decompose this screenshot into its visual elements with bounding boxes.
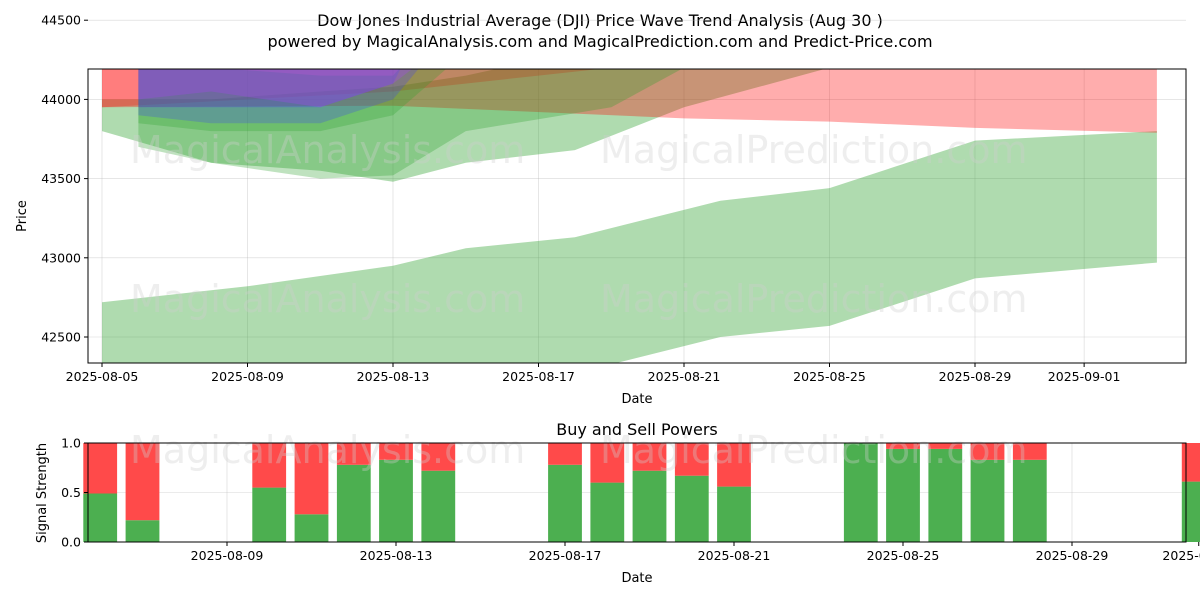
sell-bar-5 — [379, 443, 413, 460]
price-x-tick-label-5: 2025-08-25 — [793, 369, 866, 384]
buy-bar-12 — [843, 443, 878, 542]
powers-x-tick-label-0: 2025-08-09 — [191, 548, 264, 563]
powers-x-tick-label-6: 2025-09-01 — [1162, 548, 1200, 563]
price-y-tick-label-1: 43000 — [41, 250, 81, 265]
sell-bar-16 — [1012, 443, 1047, 460]
price-x-tick-label-3: 2025-08-17 — [502, 369, 575, 384]
price-x-tick-label-2: 2025-08-13 — [357, 369, 430, 384]
price-x-tick-label-4: 2025-08-21 — [648, 369, 721, 384]
price-x-label: Date — [621, 392, 652, 407]
price-x-tick-label-6: 2025-08-29 — [939, 369, 1012, 384]
buy-bar-1 — [125, 520, 160, 542]
sell-bar-0 — [83, 443, 118, 494]
powers-y-tick-label-1: 0.5 — [61, 485, 81, 500]
powers-y-tick-label-0: 0.0 — [61, 535, 81, 550]
buy-bar-16 — [1012, 459, 1047, 542]
powers-y-tick-label-2: 1.0 — [61, 436, 81, 451]
price-band-green-1 — [102, 69, 825, 182]
buy-bar-10 — [674, 475, 709, 542]
buy-bar-2 — [252, 487, 287, 542]
price-y-label: Price — [15, 200, 30, 232]
buy-bar-6 — [421, 470, 456, 542]
powers-x-tick-label-3: 2025-08-21 — [698, 548, 771, 563]
powers-x-tick-label-2: 2025-08-17 — [529, 548, 602, 563]
powers-y-label: Signal Strength — [35, 443, 50, 543]
buy-bar-4 — [336, 464, 371, 542]
watermark-bottom-right: MagicalPrediction.com — [600, 428, 1028, 472]
price-band-red-3 — [102, 69, 600, 108]
buy-bar-9 — [632, 470, 667, 542]
price-y-tick-label-2: 43500 — [41, 171, 81, 186]
buy-bar-17 — [1181, 481, 1200, 542]
sell-bar-7 — [548, 443, 582, 465]
price-band-blue-6 — [138, 69, 401, 108]
sell-bar-13 — [886, 443, 920, 449]
price-y-ticks: 42500430004350044000445004500045500 — [41, 13, 88, 345]
buy-bar-0 — [83, 493, 118, 542]
sell-bar-3 — [294, 443, 329, 515]
chart-title-line2: powered by MagicalAnalysis.com and Magic… — [267, 32, 932, 51]
price-x-tick-label-1: 2025-08-09 — [211, 369, 284, 384]
price-grid — [88, 19, 1186, 363]
buy-bar-14 — [928, 448, 963, 542]
price-plot: MagicalAnalysis.com MagicalPrediction.co… — [15, 13, 1187, 407]
price-x-tick-label-7: 2025-09-01 — [1048, 369, 1121, 384]
watermark-top-right-1: MagicalPrediction.com — [600, 128, 1028, 172]
watermark-bottom-left: MagicalAnalysis.com — [130, 428, 525, 472]
sell-bar-14 — [928, 443, 963, 449]
sell-bar-17 — [1181, 443, 1200, 482]
price-band-blue-7 — [138, 69, 419, 124]
buy-bar-8 — [590, 482, 625, 542]
sell-bar-11 — [717, 443, 751, 487]
powers-y-ticks: 0.0 0.5 1.0 — [61, 436, 88, 550]
price-y-tick-label-3: 44000 — [41, 92, 81, 107]
price-bands — [102, 69, 1157, 363]
price-band-red-2 — [102, 69, 1157, 133]
sell-bar-10 — [674, 443, 709, 476]
powers-x-tick-label-4: 2025-08-25 — [867, 548, 940, 563]
sell-bar-15 — [970, 443, 1005, 460]
powers-x-ticks: 2025-08-09 2025-08-13 2025-08-17 2025-08-21… — [191, 542, 1200, 563]
price-band-magenta-8 — [138, 69, 413, 108]
powers-plot: MagicalAnalysis.com MagicalPrediction.co… — [35, 420, 1200, 586]
sell-bar-4 — [336, 443, 371, 465]
powers-x-tick-label-1: 2025-08-13 — [360, 548, 433, 563]
powers-x-label: Date — [621, 571, 652, 586]
buy-bar-3 — [294, 514, 329, 542]
price-x-ticks: 2025-08-05 2025-08-09 2025-08-13 2025-08-17… — [66, 363, 1121, 384]
buy-bar-7 — [548, 464, 582, 542]
buy-bar-13 — [886, 448, 920, 542]
sell-bar-8 — [590, 443, 625, 483]
price-y-tick-label-0: 42500 — [41, 330, 81, 345]
powers-x-tick-label-5: 2025-08-29 — [1036, 548, 1109, 563]
sell-bar-1 — [125, 443, 160, 521]
buy-bar-15 — [970, 459, 1005, 542]
sell-bar-9 — [632, 443, 667, 471]
watermark-top-left-2: MagicalAnalysis.com — [130, 277, 525, 321]
powers-title: Buy and Sell Powers — [556, 420, 718, 439]
price-band-green-5 — [138, 69, 447, 132]
price-x-tick-label-0: 2025-08-05 — [66, 369, 139, 384]
price-band-green-0 — [102, 131, 1157, 363]
watermark-top-right-2: MagicalPrediction.com — [600, 277, 1028, 321]
price-y-tick-label-4: 44500 — [41, 13, 81, 28]
buy-bar-5 — [379, 459, 413, 542]
buy-bar-11 — [717, 486, 751, 542]
powers-bars — [83, 443, 1200, 542]
watermark-top-left-1: MagicalAnalysis.com — [130, 128, 525, 172]
sell-bar-6 — [421, 443, 456, 471]
price-band-green-4 — [138, 69, 682, 179]
sell-bar-2 — [252, 443, 287, 488]
